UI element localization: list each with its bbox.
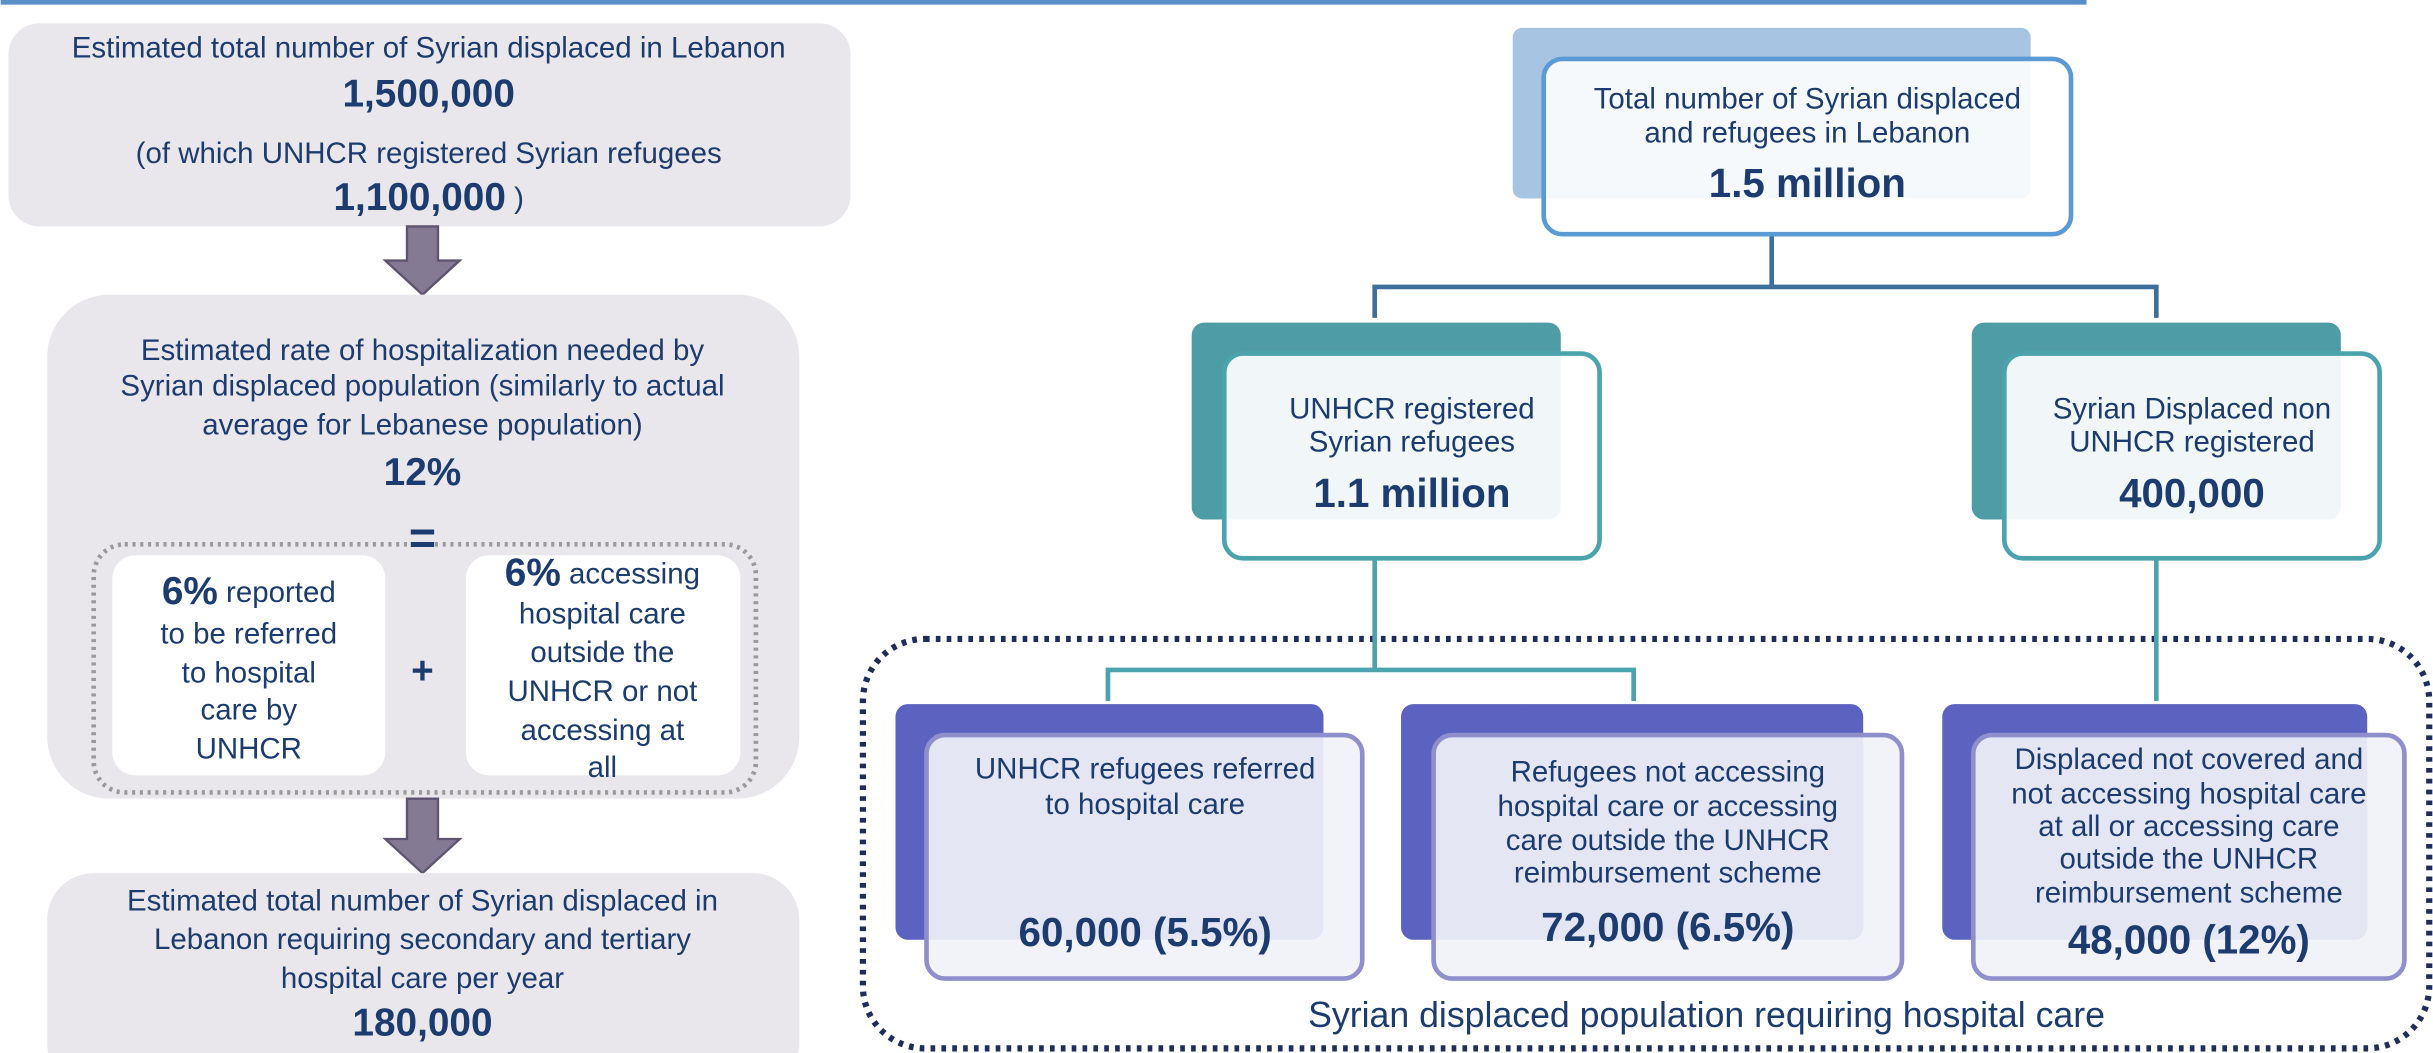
- label-line: UNHCR refugees referred: [975, 753, 1315, 786]
- leaf-box: [1431, 732, 1905, 981]
- operator: +: [411, 649, 434, 692]
- value: 1.1 million: [1313, 470, 1510, 516]
- label-line: Displaced not covered and: [2014, 743, 2363, 776]
- operator: =: [409, 512, 436, 564]
- part-box: [112, 555, 386, 776]
- value: 1,500,000: [342, 72, 514, 115]
- label-line: to hospital: [182, 656, 316, 689]
- label-line: to be referred: [160, 618, 337, 651]
- label-line: average for Lebanese population): [202, 408, 643, 441]
- label-line: accessing at: [521, 714, 685, 747]
- label-line: not accessing hospital care: [2011, 777, 2366, 810]
- label: Estimated total number of Syrian displac…: [72, 31, 786, 64]
- label: (of which UNHCR registered Syrian refuge…: [136, 137, 722, 170]
- label-part: ): [506, 182, 524, 215]
- value: 60,000 (5.5%): [1019, 909, 1272, 955]
- label-line: Syrian refugees: [1309, 425, 1515, 458]
- label-line: Refugees not accessing: [1511, 756, 1825, 789]
- total-box: [8, 23, 851, 227]
- label-line: reimbursement scheme: [2035, 877, 2343, 910]
- label-line: care by: [200, 694, 297, 727]
- label-line: hospital care per year: [281, 962, 564, 995]
- label-line: Syrian displaced population (similarly t…: [120, 369, 724, 402]
- label-line: care outside the UNHCR: [1506, 824, 1830, 857]
- label-line: hospital care: [519, 597, 686, 630]
- label-line: hospital care or accessing: [1498, 790, 1839, 823]
- connector: [1105, 558, 2159, 701]
- child-box: [1221, 351, 1602, 561]
- label-line: reimbursement scheme: [1514, 856, 1822, 889]
- group-outline: [859, 635, 2433, 1052]
- label-line: UNHCR: [196, 732, 302, 765]
- label-line: UNHCR or not: [507, 675, 697, 708]
- label-line: Total number of Syrian displaced: [1594, 83, 2021, 116]
- label-line: Estimated total number of Syrian displac…: [127, 884, 718, 917]
- value: 72,000 (6.5%): [1541, 904, 1794, 950]
- label-line: to hospital care: [1045, 788, 1245, 821]
- label-line: outside the UNHCR: [2060, 842, 2319, 875]
- label-part: reported: [218, 576, 336, 609]
- mixed-label: 6% accessing: [505, 552, 700, 595]
- label-part: 6%: [505, 552, 561, 595]
- child-box: [2001, 351, 2382, 561]
- label-line: UNHCR registered: [2069, 425, 2315, 458]
- label-line: at all or accessing care: [2038, 810, 2339, 843]
- label-line: all: [588, 751, 617, 784]
- top-rule: [0, 0, 2087, 5]
- label-line: Estimated rate of hospitalization needed…: [141, 334, 705, 367]
- value: 12%: [384, 451, 462, 494]
- label-line: Lebanon requiring secondary and tertiary: [154, 923, 691, 956]
- result-box: [47, 873, 800, 1053]
- label-line: outside the: [530, 636, 674, 669]
- value: 180,000: [352, 1001, 492, 1044]
- mixed-label: 1,100,000 ): [333, 176, 523, 219]
- arrow: [382, 225, 463, 297]
- value: 1.5 million: [1709, 160, 1906, 206]
- label-line: Syrian Displaced non: [2053, 393, 2331, 426]
- connector: [1372, 234, 2159, 318]
- group-label: Syrian displaced population requiring ho…: [1308, 995, 2105, 1035]
- label-part: accessing: [561, 557, 700, 590]
- label-line: UNHCR registered: [1289, 393, 1535, 426]
- value: 48,000 (12%): [2068, 917, 2310, 963]
- leaf-box: [924, 732, 1365, 981]
- part-box: [465, 555, 741, 776]
- label-part: 1,100,000: [333, 176, 505, 219]
- label-line: and refugees in Lebanon: [1644, 117, 1970, 150]
- root-box: [1541, 56, 2074, 237]
- label-part: 6%: [162, 570, 218, 613]
- arrow: [382, 797, 463, 875]
- leaf-box: [1970, 732, 2407, 981]
- value: 400,000: [2119, 470, 2265, 516]
- mixed-label: 6% reported: [162, 570, 336, 613]
